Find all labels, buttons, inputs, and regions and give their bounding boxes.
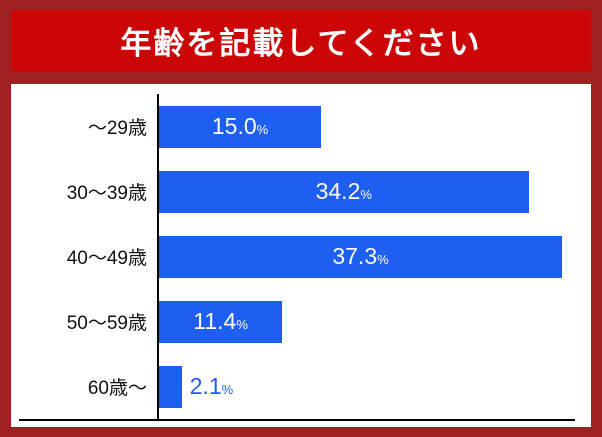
value-unit: % bbox=[377, 252, 389, 267]
category-label: 50～59歳 bbox=[66, 313, 147, 334]
bar-row: ～29歳 15.0% bbox=[19, 94, 575, 159]
value-label: 34.2% bbox=[316, 180, 372, 203]
value-number: 2.1 bbox=[189, 373, 222, 399]
bar-row: 40～49歳 37.3% bbox=[19, 224, 575, 289]
bar-row: 60歳～ 2.1% bbox=[19, 354, 575, 419]
value-label: 11.4% bbox=[193, 310, 248, 333]
value-number: 11.4 bbox=[193, 308, 237, 334]
value-unit: % bbox=[256, 122, 269, 137]
bar-track: 37.3% bbox=[157, 224, 575, 289]
category-label: 40～49歳 bbox=[66, 248, 147, 269]
bar: 34.2% bbox=[159, 170, 529, 213]
bar-track: 15.0% bbox=[157, 94, 575, 159]
category-label: 30～39歳 bbox=[66, 183, 147, 204]
category-label: ～29歳 bbox=[87, 118, 147, 139]
chart-title: 年齢を記載してください bbox=[120, 26, 482, 61]
bar-row: 30～39歳 34.2% bbox=[19, 159, 575, 224]
bar: 11.4% bbox=[159, 300, 283, 343]
value-number: 34.2 bbox=[315, 178, 361, 204]
chart-panel: ～29歳 15.0% 30～39歳 34.2% 40～49歳 37.3% 50～59歳 11.… bbox=[11, 84, 591, 427]
value-unit: % bbox=[221, 382, 234, 397]
value-label: 2.1% bbox=[190, 375, 234, 398]
category-label: 60歳～ bbox=[87, 378, 147, 399]
value-label: 37.3% bbox=[332, 245, 388, 268]
value-label: 15.0% bbox=[212, 115, 268, 138]
bar: 37.3% bbox=[159, 235, 563, 278]
value-number: 37.3 bbox=[332, 243, 378, 269]
bar-track: 34.2% bbox=[157, 159, 575, 224]
bar-row: 50～59歳 11.4% bbox=[19, 289, 575, 354]
value-unit: % bbox=[360, 187, 372, 202]
bar-track: 2.1% bbox=[157, 354, 575, 419]
value-number: 15.0 bbox=[211, 113, 257, 139]
bar bbox=[159, 365, 182, 408]
bar-chart: ～29歳 15.0% 30～39歳 34.2% 40～49歳 37.3% 50～59歳 11.… bbox=[19, 94, 575, 421]
value-unit: % bbox=[236, 317, 248, 332]
bar-track: 11.4% bbox=[157, 289, 575, 354]
chart-title-banner: 年齢を記載してください bbox=[11, 10, 591, 71]
bar: 15.0% bbox=[159, 105, 322, 148]
